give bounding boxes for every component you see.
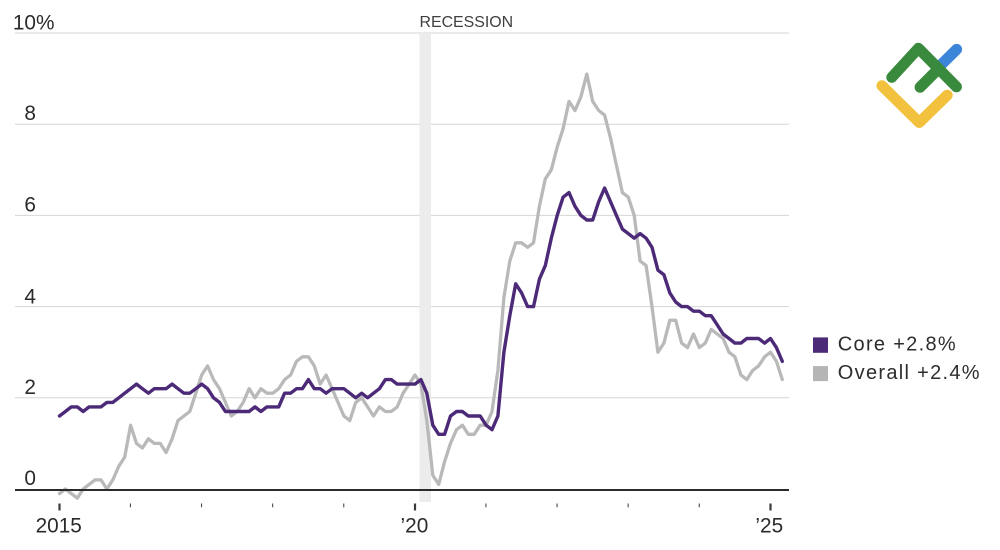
svg-text:8: 8 (24, 102, 36, 125)
svg-text:Core +2.8%: Core +2.8% (838, 333, 957, 355)
svg-text:4: 4 (24, 285, 36, 308)
svg-text:10: 10 (13, 11, 36, 34)
svg-text:Overall +2.4%: Overall +2.4% (838, 362, 981, 384)
svg-text:0: 0 (24, 467, 36, 490)
svg-text:’20: ’20 (401, 515, 429, 538)
svg-text:%: % (36, 11, 55, 34)
svg-text:’25: ’25 (755, 515, 783, 538)
svg-text:RECESSION: RECESSION (420, 14, 514, 31)
svg-text:2: 2 (24, 376, 36, 399)
svg-text:6: 6 (24, 193, 36, 216)
svg-text:2015: 2015 (36, 515, 82, 538)
